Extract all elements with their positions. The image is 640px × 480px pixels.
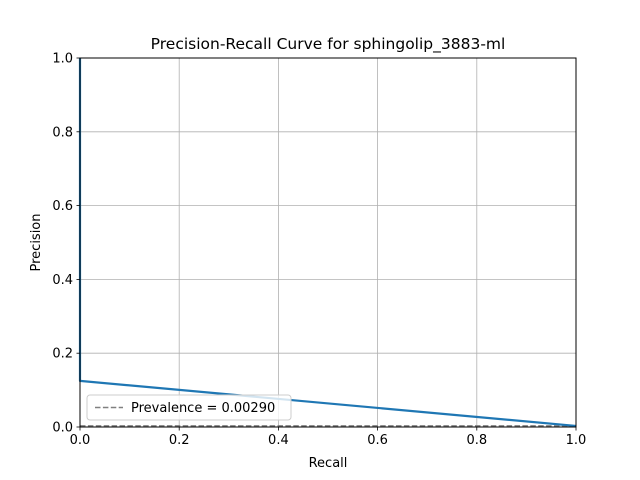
x-tick-label: 1.0 — [566, 433, 587, 448]
y-tick-label: 0.6 — [52, 199, 73, 214]
grid-lines — [79, 57, 577, 428]
x-tick-label: 0.0 — [70, 433, 91, 448]
y-axis-label: Precision — [29, 213, 44, 271]
y-tick-label: 0.8 — [52, 125, 73, 140]
chart-title: Precision-Recall Curve for sphingolip_38… — [151, 35, 506, 54]
y-tick-label: 0.4 — [52, 273, 73, 288]
plot-frame — [79, 57, 577, 428]
y-tick-label: 0.2 — [52, 347, 73, 362]
y-tick-label: 0.0 — [52, 421, 73, 436]
legend-label-prevalence: Prevalence = 0.00290 — [131, 401, 275, 416]
y-tick-label: 1.0 — [52, 52, 73, 67]
legend-box — [86, 394, 292, 421]
x-tick-label: 0.8 — [466, 433, 487, 448]
x-axis-label: Recall — [309, 456, 348, 471]
x-tick-label: 0.4 — [268, 433, 289, 448]
x-tick-label: 0.6 — [367, 433, 388, 448]
axis-ticks: 0.0 0.2 0.4 0.6 0.8 1.0 0.0 0.2 0.4 0.6 0.8 1.0 — [52, 52, 586, 449]
x-tick-label: 0.2 — [169, 433, 190, 448]
legend: Prevalence = 0.00290 — [86, 394, 292, 421]
